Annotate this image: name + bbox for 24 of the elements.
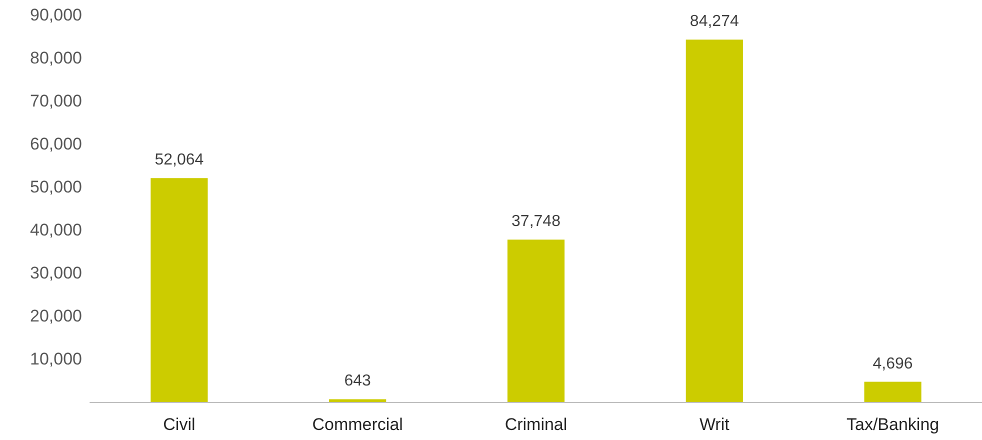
bar <box>150 178 208 402</box>
bar <box>686 40 743 402</box>
x-tick-label: Criminal <box>504 415 568 434</box>
x-tick-label: Tax/Banking <box>846 415 940 434</box>
x-tick-label: Commercial <box>312 415 403 434</box>
x-tick-label: Civil <box>163 415 196 434</box>
bar <box>864 382 922 402</box>
y-tick-label: 40,000 <box>30 220 82 240</box>
y-tick-label: 60,000 <box>30 134 82 154</box>
y-tick-label: 10,000 <box>30 350 82 368</box>
y-tick-label: 50,000 <box>30 178 82 196</box>
y-tick-label: 90,000 <box>30 6 82 24</box>
y-tick-label: 20,000 <box>30 306 82 326</box>
data-label: 52,064 <box>154 152 204 169</box>
y-tick-label: 70,000 <box>30 92 82 110</box>
bar <box>507 240 565 402</box>
data-label: 84,274 <box>690 13 739 30</box>
x-tick-label: Writ <box>699 415 730 434</box>
bar <box>329 399 386 402</box>
data-label: 37,748 <box>512 213 561 230</box>
y-tick-label: 80,000 <box>30 48 82 68</box>
data-label: 643 <box>344 372 372 390</box>
y-tick-label: 30,000 <box>30 264 82 282</box>
data-label: 4,696 <box>872 355 913 372</box>
